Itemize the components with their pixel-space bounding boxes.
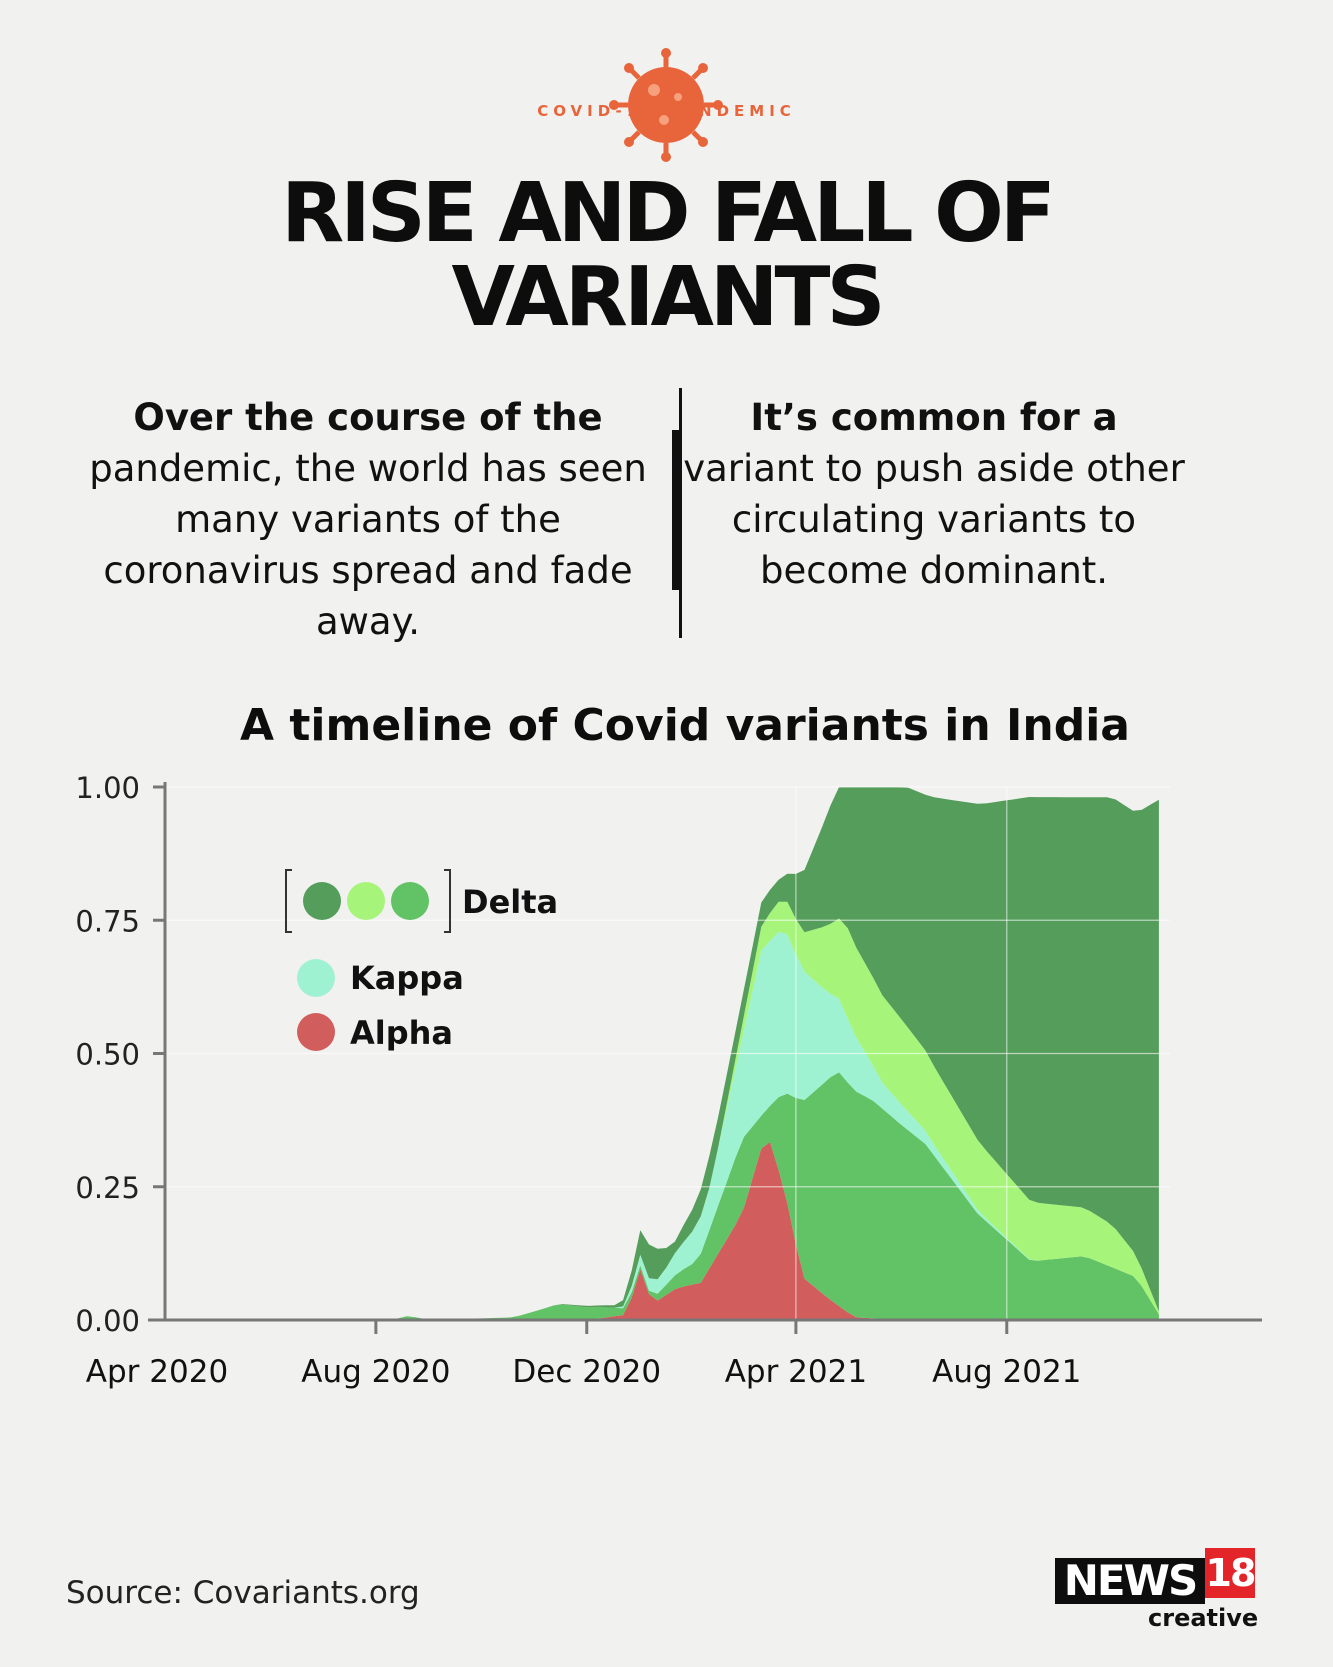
legend-swatch-delta	[391, 882, 429, 920]
x-tick-label: Aug 2020	[301, 1354, 450, 1390]
legend-label-kappa: Kappa	[350, 959, 464, 997]
intro-left: Over the course of the pandemic, the wor…	[88, 392, 648, 647]
intro-right-text: variant to push aside other circulating …	[683, 447, 1185, 592]
y-tick-label: 0.00	[75, 1304, 140, 1338]
intro-right-bold: It’s common for a	[750, 396, 1118, 439]
title-line-2: VARIANTS	[451, 250, 885, 345]
x-tick-label: Aug 2021	[932, 1354, 1081, 1390]
divider	[679, 388, 682, 638]
chart-title: A timeline of Covid variants in India	[239, 700, 1130, 751]
logo-word: NEWS	[1055, 1558, 1205, 1604]
logo-sub: creative	[1148, 1604, 1259, 1632]
area-delta-b-1-617-2-	[165, 1072, 1159, 1320]
divider-accent	[672, 430, 680, 590]
legend-bracket-right	[444, 869, 451, 933]
legend-swatch-delta	[303, 882, 341, 920]
header-badge: COVID-19 PANDEMIC	[0, 40, 1333, 180]
title-line-1: RISE AND FALL OF	[281, 166, 1056, 261]
x-tick-label: Dec 2020	[512, 1354, 661, 1390]
legend-swatch-delta	[347, 882, 385, 920]
page-title: RISE AND FALL OF VARIANTS	[0, 172, 1333, 340]
x-tick-label: Apr 2020	[86, 1354, 228, 1390]
source-note: Source: Covariants.org	[66, 1575, 420, 1611]
y-tick-label: 0.75	[75, 904, 140, 938]
variant-area-chart: 0.00 0.25 0.50 0.75 1.00 Apr 2020 Aug 2020 Dec …	[75, 771, 1262, 1390]
intro-left-bold: Over the course of the	[133, 396, 603, 439]
y-tick-label: 1.00	[75, 771, 140, 805]
legend-swatch-kappa	[297, 959, 335, 997]
legend-label-delta: Delta	[462, 883, 558, 921]
news18-logo: NEWS 18 creative	[1055, 1548, 1259, 1638]
legend-swatch-alpha	[297, 1013, 335, 1051]
logo-number: 18	[1205, 1548, 1256, 1598]
virus-icon	[609, 48, 723, 162]
intro-left-text: pandemic, the world has seen many varian…	[89, 447, 647, 643]
x-tick-label: Apr 2021	[725, 1354, 867, 1390]
intro-right: It’s common for a variant to push aside …	[654, 392, 1214, 596]
y-tick-label: 0.25	[75, 1171, 140, 1205]
legend-label-alpha: Alpha	[350, 1014, 453, 1052]
y-tick-label: 0.50	[75, 1038, 140, 1072]
legend-bracket-left	[285, 869, 292, 933]
area-delta-ay-x-	[165, 901, 1159, 1320]
badge-text: COVID-19 PANDEMIC	[537, 102, 796, 120]
